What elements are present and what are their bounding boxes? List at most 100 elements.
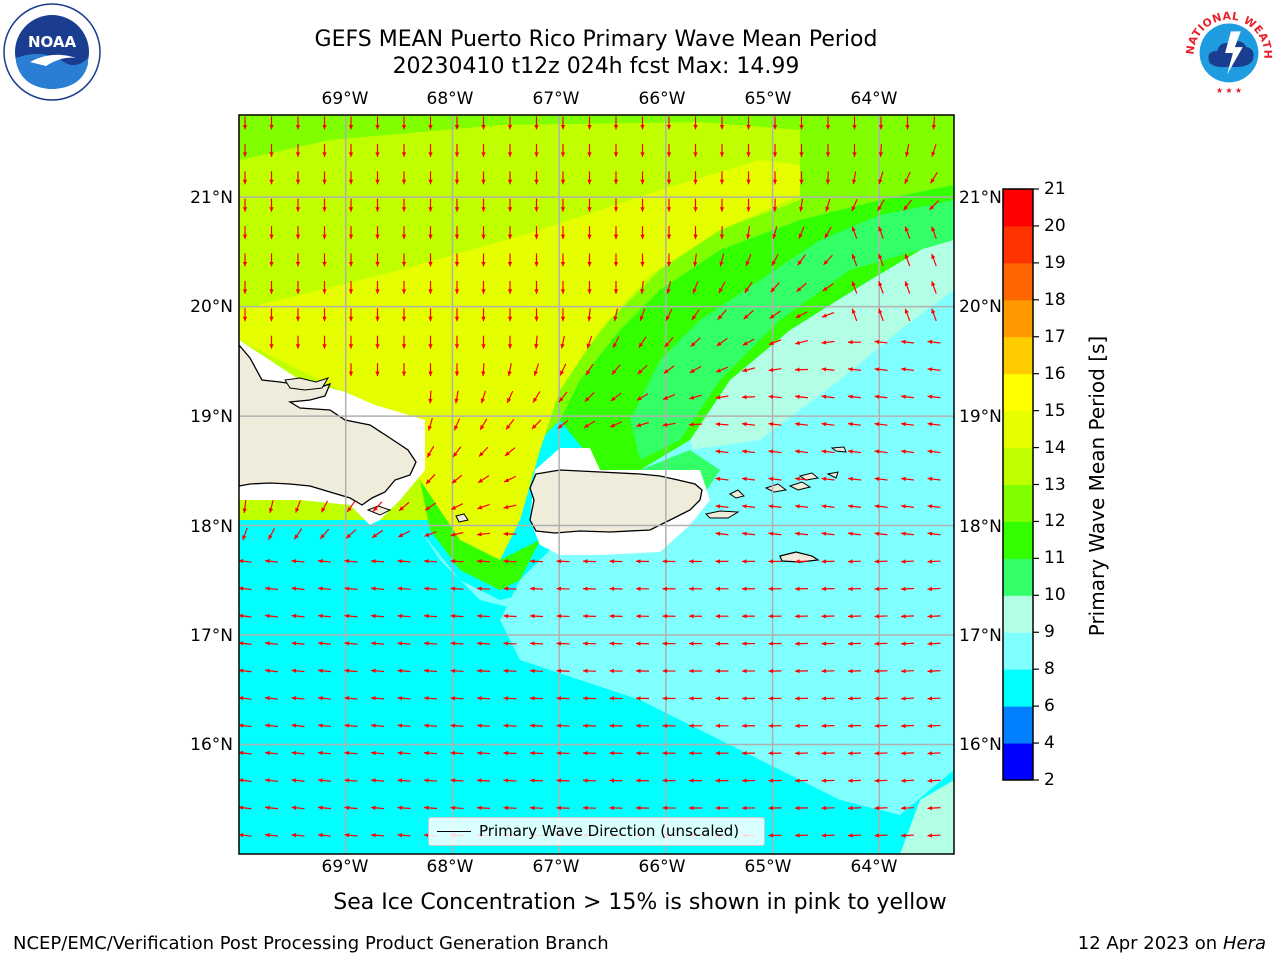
wave-direction-arrow — [344, 805, 358, 810]
wave-direction-arrow — [900, 614, 915, 619]
wave-direction-arrow — [691, 309, 700, 321]
wave-direction-arrow — [534, 143, 539, 157]
wave-direction-arrow — [239, 613, 252, 619]
colorbar-cell-15-16 — [1003, 373, 1033, 412]
wave-direction-arrow — [428, 226, 433, 240]
wave-direction-arrow — [587, 116, 592, 130]
colorbar-cell-18-19 — [1003, 262, 1033, 301]
colorbar-cell-13-14 — [1003, 447, 1033, 485]
wave-direction-arrow — [269, 335, 274, 349]
wave-direction-arrow — [477, 503, 490, 510]
wave-direction-arrow — [718, 281, 726, 294]
wave-direction-arrow — [507, 198, 513, 212]
wave-direction-arrow — [927, 751, 941, 756]
wave-direction-arrow — [878, 253, 884, 267]
wave-direction-arrow — [585, 363, 594, 376]
wave-direction-arrow — [397, 586, 411, 591]
nws-logo: NATIONAL WEATHER SERVICE ★ ★ ★ — [1180, 2, 1276, 98]
wave-direction-arrow — [715, 751, 729, 756]
wave-direction-arrow — [476, 559, 491, 564]
wave-direction-arrow — [688, 696, 703, 701]
wave-direction-arrow — [560, 116, 566, 130]
wave-direction-arrow — [794, 586, 809, 592]
wave-direction-arrow — [688, 778, 703, 783]
wave-direction-arrow — [401, 171, 407, 185]
wave-direction-arrow — [744, 281, 753, 294]
wave-direction-arrow — [317, 778, 332, 783]
wave-direction-arrow — [900, 531, 915, 536]
wave-direction-arrow — [874, 367, 888, 372]
wave-direction-arrow — [931, 308, 937, 322]
lon-label-bottom-64w: 64°W — [850, 857, 898, 877]
wave-direction-arrow — [741, 778, 756, 783]
wave-direction-arrow — [560, 143, 566, 157]
wave-direction-arrow — [587, 198, 592, 212]
wave-direction-arrow — [662, 641, 676, 646]
land-culebra — [729, 489, 745, 499]
wave-direction-arrow — [852, 116, 857, 130]
wave-direction-arrow — [637, 364, 648, 375]
wave-direction-arrow — [295, 308, 301, 322]
wave-direction-arrow — [401, 198, 407, 212]
wave-direction-arrow — [613, 198, 619, 212]
wave-direction-arrow — [556, 778, 570, 783]
wave-direction-arrow — [689, 365, 702, 374]
wave-direction-arrow — [741, 586, 756, 591]
wave-direction-arrow — [529, 805, 544, 811]
colorbar-tick-label: 15 — [1044, 400, 1066, 421]
wave-direction-arrow — [291, 805, 305, 810]
map-subtitle: 20230410 t12z 024h fcst Max: 14.99 — [392, 54, 800, 79]
lon-label-bottom-68w: 68°W — [426, 857, 474, 877]
wave-direction-arrow — [931, 281, 937, 294]
wave-direction-arrow — [344, 778, 358, 783]
wave-direction-arrow — [847, 751, 862, 756]
wave-direction-arrow — [610, 392, 622, 402]
wave-direction-arrow — [638, 336, 647, 348]
wave-direction-arrow — [794, 805, 809, 811]
producer-credit: NCEP/EMC/Verification Post Processing Pr… — [13, 933, 609, 954]
wave-direction-arrow — [269, 253, 274, 267]
wave-direction-arrow — [874, 559, 888, 564]
wave-direction-arrow — [269, 116, 274, 130]
wave-direction-arrow — [878, 143, 884, 157]
wave-direction-arrow — [450, 559, 464, 564]
wave-direction-arrow — [609, 723, 623, 728]
wave-direction-arrow — [454, 390, 459, 404]
colorbar-cell-16-17 — [1003, 336, 1033, 375]
wave-direction-arrow — [264, 613, 279, 619]
wave-direction-arrow — [239, 833, 252, 838]
wave-direction-arrow — [529, 723, 544, 728]
wave-direction-arrow — [635, 559, 650, 564]
wave-direction-arrow — [507, 253, 513, 267]
colorbar-tick-label: 18 — [1044, 289, 1066, 310]
wave-direction-arrow — [612, 336, 620, 349]
wave-direction-arrow — [715, 586, 729, 591]
wave-direction-arrow — [375, 253, 380, 267]
wave-direction-arrow — [322, 198, 327, 212]
wave-direction-arrow — [452, 446, 462, 458]
wave-direction-arrow — [609, 641, 623, 646]
wave-direction-arrow — [295, 171, 301, 185]
wave-direction-arrow — [375, 171, 380, 185]
wave-direction-arrow — [847, 778, 862, 783]
wave-direction-arrow — [264, 559, 279, 564]
wave-direction-arrow — [927, 422, 941, 427]
wave-direction-arrow — [768, 449, 782, 454]
wave-direction-arrow — [768, 751, 782, 756]
wave-direction-arrow — [794, 641, 809, 646]
wave-direction-arrow — [476, 641, 491, 646]
wave-direction-arrow — [242, 226, 248, 240]
wave-direction-arrow — [556, 613, 570, 619]
wave-direction-arrow — [370, 696, 385, 701]
wave-direction-arrow — [450, 696, 464, 701]
wave-direction-arrow — [560, 171, 566, 185]
wave-direction-arrow — [370, 668, 385, 673]
wave-direction-arrow — [582, 613, 597, 619]
wave-direction-arrow — [692, 281, 699, 294]
wave-direction-arrow — [662, 751, 676, 756]
wave-direction-arrow — [768, 559, 782, 564]
wave-direction-arrow — [715, 614, 729, 619]
wave-direction-arrow — [423, 641, 438, 646]
wave-direction-arrow — [821, 778, 835, 783]
wave-direction-arrow — [507, 143, 513, 157]
